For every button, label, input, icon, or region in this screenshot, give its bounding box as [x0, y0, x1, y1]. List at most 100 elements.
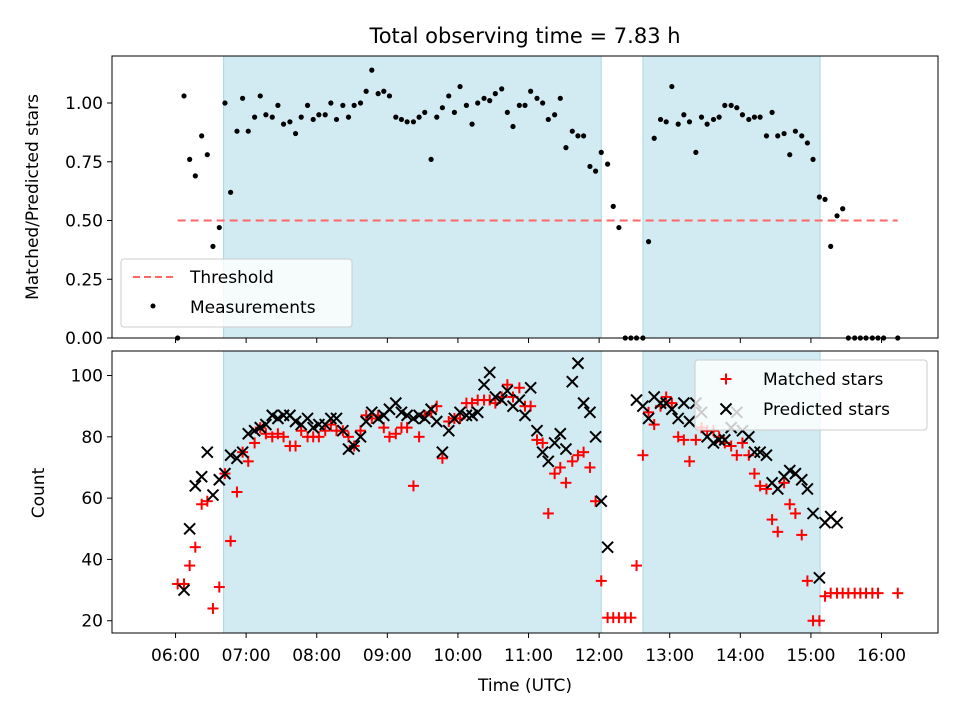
matched-star-point: [513, 382, 525, 394]
predicted-star-point: [654, 396, 667, 410]
predicted-star-point: [753, 445, 767, 459]
measurement-point: [457, 83, 463, 90]
measurement-point: [263, 112, 269, 118]
measurement-point: [451, 109, 458, 115]
measurement-point: [716, 114, 722, 120]
top-plot-frame: [111, 55, 939, 339]
matched-star-point: [672, 431, 684, 443]
matched-star-point: [213, 581, 225, 593]
predicted-star-point: [601, 540, 614, 554]
matched-star-point: [272, 428, 284, 440]
measurement-point: [269, 114, 275, 120]
predicted-star-point: [460, 409, 473, 422]
measurement-point: [345, 114, 352, 120]
predicted-star-point: [183, 522, 196, 535]
measurement-point: [304, 102, 311, 108]
x-tick-label: 16:00: [857, 646, 906, 666]
y-tick-label: 1.00: [65, 94, 103, 114]
predicted-star-point: [195, 470, 208, 483]
measurement-point: [280, 121, 287, 127]
predicted-star-point: [330, 412, 343, 425]
measurement-point: [310, 116, 316, 123]
matched-star-point: [819, 590, 831, 602]
matched-star-point: [401, 422, 413, 434]
matched-star-point: [525, 400, 537, 412]
matched-star-point: [260, 428, 272, 440]
predicted-star-point: [566, 375, 579, 388]
measurement-point: [610, 203, 616, 209]
predicted-star-point: [806, 507, 820, 520]
predicted-star-point: [718, 433, 732, 447]
measurement-point: [810, 156, 816, 162]
matched-star-point: [501, 379, 513, 391]
measurement-point: [475, 100, 481, 106]
predicted-star-point: [259, 418, 273, 431]
measurement-point: [592, 168, 599, 174]
matched-star-point: [201, 495, 213, 507]
x-tick-label: 15:00: [786, 646, 835, 666]
measurement-point: [822, 196, 828, 202]
measurement-point: [222, 100, 228, 106]
measurement-point: [199, 133, 205, 139]
legend-measurement-label: Measurements: [190, 298, 316, 318]
y-tick-label: 0.00: [65, 329, 103, 349]
measurement-point: [522, 102, 528, 108]
matched-star-point: [778, 477, 790, 489]
predicted-star-point: [206, 488, 220, 502]
x-tick-label: 08:00: [292, 646, 341, 666]
matched-star-point: [660, 391, 672, 403]
measurement-point: [704, 121, 710, 127]
measurement-point: [216, 224, 222, 231]
matched-star-point: [231, 486, 243, 498]
matched-star-point: [678, 434, 690, 446]
matched-star-point: [178, 578, 190, 590]
measurement-point: [316, 112, 322, 118]
predicted-star-point: [571, 357, 585, 370]
predicted-star-point: [453, 406, 467, 419]
matched-star-point: [590, 495, 602, 507]
measurement-point: [287, 119, 293, 125]
matched-star-point: [690, 434, 702, 446]
measurement-point: [181, 93, 187, 99]
predicted-star-point: [400, 409, 414, 422]
x-tick-label: 09:00: [363, 646, 412, 666]
measurement-point: [804, 140, 810, 146]
measurement-point: [292, 130, 299, 137]
measurement-point: [463, 102, 470, 108]
y-tick-label: 80: [81, 428, 103, 448]
chart-title: Total observing time = 7.83 h: [368, 24, 680, 48]
measurement-point: [363, 88, 369, 94]
measurement-point: [693, 149, 699, 155]
matched-star-point: [595, 575, 607, 587]
measurement-point: [563, 145, 569, 151]
measurement-point: [675, 121, 681, 127]
predicted-star-point: [518, 409, 532, 422]
predicted-star-point: [389, 396, 403, 410]
measurement-point: [516, 102, 522, 108]
predicted-star-point: [236, 445, 249, 459]
measurement-point: [481, 95, 487, 101]
matched-star-point: [648, 419, 660, 431]
observing-window: [223, 350, 602, 634]
predicted-star-point: [436, 445, 449, 459]
predicted-star-point: [760, 449, 773, 462]
matched-star-point: [813, 615, 825, 627]
matched-star-point: [537, 437, 549, 449]
x-axis-label: Time (UTC): [477, 676, 572, 696]
predicted-star-point: [524, 381, 537, 394]
predicted-star-point: [589, 430, 602, 444]
matched-star-point: [249, 437, 261, 449]
matched-star-point: [542, 507, 554, 519]
measurement-point: [416, 114, 422, 120]
matched-star-point: [196, 498, 208, 510]
legend-predicted-swatch: [719, 402, 733, 416]
measurement-point: [298, 114, 304, 120]
matched-star-point: [378, 422, 390, 434]
matched-star-point: [572, 449, 584, 461]
matched-star-point: [631, 560, 643, 572]
matched-star-point: [784, 498, 796, 510]
predicted-star-point: [536, 445, 549, 459]
matched-star-point: [625, 612, 637, 624]
matched-star-point: [319, 425, 331, 437]
measurement-point: [410, 119, 417, 125]
